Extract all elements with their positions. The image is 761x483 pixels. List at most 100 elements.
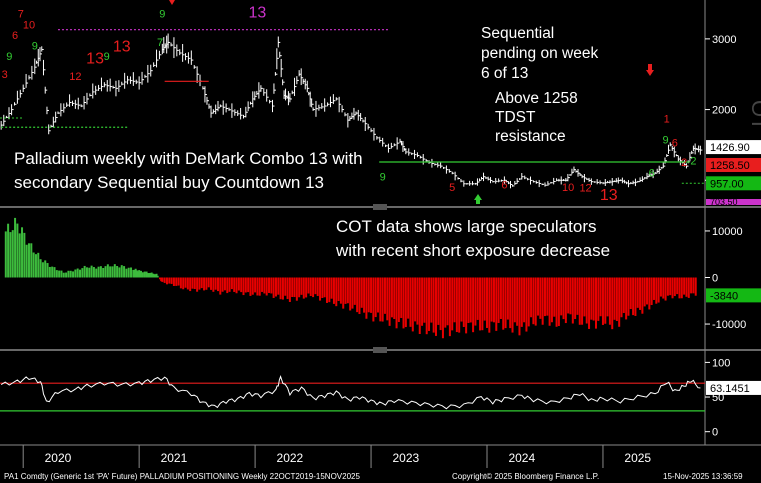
cot-bar	[37, 252, 40, 278]
cot-bar	[102, 267, 105, 278]
low-price-tag: 703.50	[710, 197, 738, 207]
countdown-label: 2	[690, 156, 696, 168]
year-tick-label: 2025	[624, 451, 651, 465]
countdown-label: 3	[2, 69, 8, 81]
cot-bar	[237, 277, 240, 291]
cot-bar	[680, 277, 683, 299]
cot-bar	[516, 277, 519, 326]
panel-resize-handle	[373, 347, 387, 353]
cot-bar	[534, 277, 537, 326]
footer-timestamp: 15-Nov-2025 13:36:59	[663, 472, 743, 481]
tdst-annotation-line: TDST	[495, 109, 536, 126]
cot-bar	[95, 268, 98, 278]
cot-bar	[135, 270, 138, 278]
cot-bar	[404, 277, 407, 328]
cot-bar	[60, 270, 63, 278]
cot-bar	[189, 277, 192, 292]
cot-bar	[328, 277, 331, 303]
cot-bar	[664, 277, 667, 301]
cot-bar	[81, 268, 84, 278]
cot-bar	[150, 272, 153, 278]
cot-bar	[240, 277, 243, 293]
cot-bar	[152, 273, 155, 278]
cot-bar	[274, 277, 277, 297]
cot-bar	[479, 277, 482, 331]
cot-bar	[481, 277, 484, 331]
cot-bar	[349, 277, 352, 311]
cot-bar	[321, 277, 324, 298]
cot-bar	[145, 271, 148, 278]
cot-bar	[203, 277, 206, 291]
cot-bar	[212, 277, 215, 292]
cot-last-tag: -3840	[710, 290, 738, 302]
support-price-tag-bg	[706, 176, 761, 191]
cot-bar	[576, 277, 579, 315]
cot-bar	[613, 277, 616, 320]
cot-bar	[567, 277, 570, 314]
last-price-tag-bg	[706, 140, 761, 155]
cot-bar	[254, 277, 257, 293]
cot-bar	[342, 277, 345, 309]
cot-bar	[21, 227, 24, 278]
cot-bar	[465, 277, 468, 334]
cot-bar	[397, 277, 400, 323]
cot-bar	[400, 277, 403, 318]
cot-bar	[583, 277, 586, 317]
cot-bar	[495, 277, 498, 331]
cot-bar	[99, 266, 102, 278]
cot-bar	[165, 277, 168, 285]
cot-bar	[216, 277, 219, 292]
cot-bar	[156, 275, 159, 278]
cot-bar	[16, 223, 19, 278]
cot-bar	[652, 277, 655, 300]
cot-bar	[104, 266, 107, 278]
cot-bar	[539, 277, 542, 319]
price-axis-label: 3000	[712, 34, 736, 46]
cot-bar	[55, 270, 58, 278]
cot-bar	[620, 277, 623, 318]
cot-bar	[416, 277, 419, 325]
cot-bar	[446, 277, 449, 326]
cot-bar	[448, 277, 451, 337]
cot-bar	[160, 277, 163, 282]
cot-bar	[615, 277, 618, 322]
oscillator-line	[0, 374, 701, 410]
cot-bar	[256, 277, 259, 296]
cot-bar	[509, 277, 512, 329]
countdown-label: 10	[23, 19, 35, 31]
cot-bar	[439, 277, 442, 331]
cot-bar	[44, 260, 47, 278]
cot-bar	[163, 277, 166, 283]
cot-bar	[284, 277, 287, 296]
cot-bar	[281, 277, 284, 300]
countdown-label: 10	[562, 182, 574, 194]
cot-bar	[592, 277, 595, 321]
countdown-label: 6	[12, 30, 18, 42]
cot-bar	[186, 277, 189, 290]
cot-bar	[388, 277, 391, 326]
sequential-annotation-line: pending on week	[481, 45, 599, 62]
cot-bar	[597, 277, 600, 321]
cot-bar	[646, 277, 649, 305]
cot-bar	[460, 277, 463, 322]
cot-bar	[293, 277, 296, 298]
cot-bar	[339, 277, 342, 304]
cot-bar	[228, 277, 231, 292]
cot-bar	[511, 277, 514, 333]
cot-bar	[648, 277, 651, 310]
main-annotation: Palladium weekly with DeMark Combo 13 wi…	[14, 147, 394, 195]
countdown-label: 7	[18, 9, 24, 21]
cot-bar	[662, 277, 665, 299]
cot-bar	[611, 277, 614, 330]
year-tick-label: 2024	[508, 451, 535, 465]
cot-bar	[4, 231, 7, 278]
cot-bar	[395, 277, 398, 329]
cot-bar	[692, 277, 695, 294]
countdown-label: 9	[6, 51, 12, 63]
osc-axis-label: 100	[712, 357, 730, 369]
cot-bar	[409, 277, 412, 327]
cot-bar	[550, 277, 553, 323]
cot-bar	[513, 277, 516, 323]
